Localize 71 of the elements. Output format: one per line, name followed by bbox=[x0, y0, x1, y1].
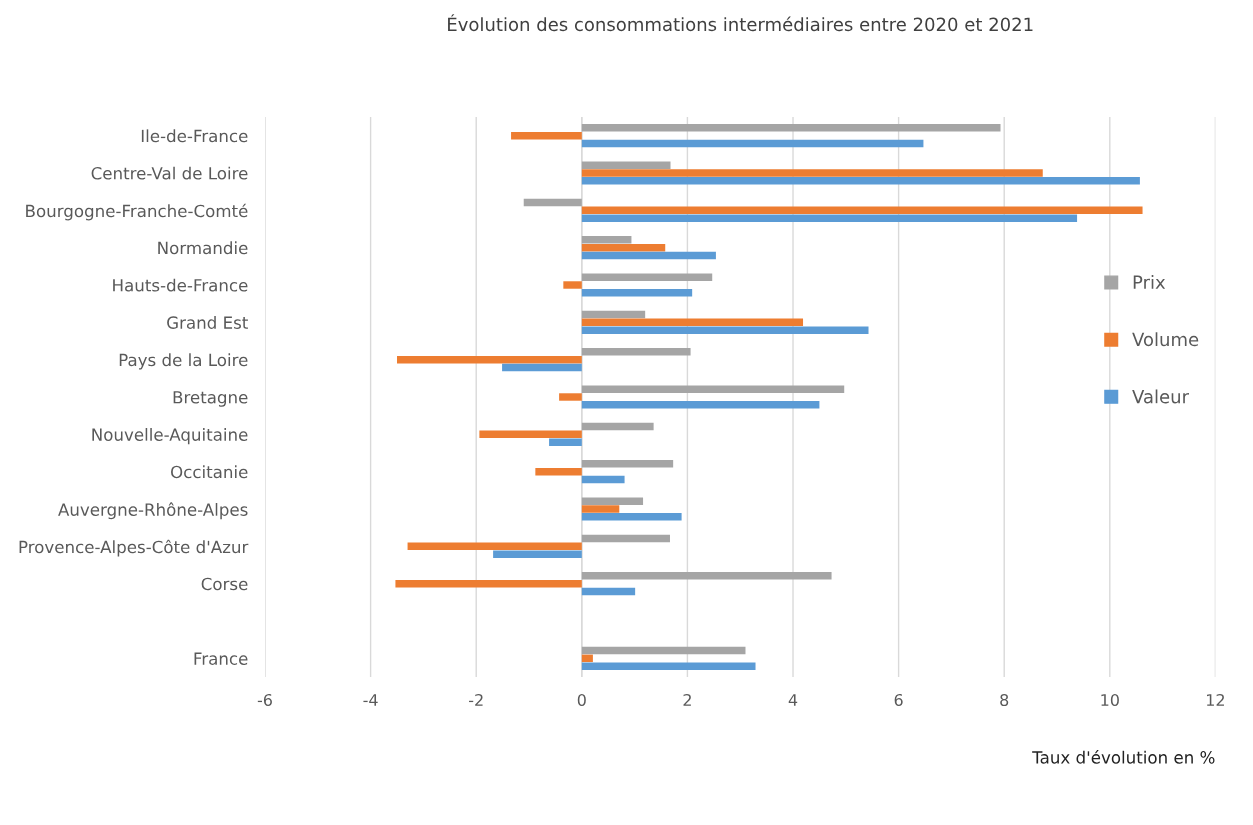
legend-label: Volume bbox=[1132, 332, 1199, 347]
bar bbox=[581, 236, 632, 244]
bar bbox=[581, 475, 625, 484]
y-tick-label: Bourgogne-Franche-Comté bbox=[26, 203, 248, 221]
x-axis-title: Taux d'évolution en % bbox=[1032, 750, 1215, 764]
bar bbox=[581, 318, 804, 327]
bar bbox=[581, 646, 746, 655]
bar bbox=[581, 654, 593, 663]
bar bbox=[581, 124, 1001, 132]
y-tick-label: Pays de la Loire bbox=[119, 353, 248, 370]
bar bbox=[581, 214, 1078, 222]
bar bbox=[407, 542, 582, 551]
legend-label: Prix bbox=[1133, 275, 1166, 289]
bar bbox=[581, 251, 716, 260]
x-tick-label: 12 bbox=[1207, 693, 1224, 706]
bar bbox=[581, 348, 691, 356]
bar bbox=[581, 161, 671, 169]
bar bbox=[581, 513, 682, 521]
y-tick-label: Centre-Val de Loire bbox=[91, 166, 248, 180]
x-tick-label: 8 bbox=[1000, 693, 1009, 707]
x-tick-label: 6 bbox=[894, 693, 903, 707]
y-tick-label: Auvergne-Rhône-Alpes bbox=[58, 502, 248, 520]
bar bbox=[581, 289, 693, 297]
bar bbox=[581, 497, 644, 505]
bar bbox=[535, 467, 582, 476]
bar bbox=[581, 326, 869, 334]
y-tick-label: Grand Est bbox=[167, 316, 248, 329]
bar bbox=[559, 393, 582, 401]
bar bbox=[397, 355, 582, 364]
bar bbox=[581, 401, 820, 409]
x-tick-label: 2 bbox=[683, 693, 691, 706]
bar bbox=[581, 310, 646, 319]
bar bbox=[493, 550, 582, 558]
y-tick-label: Hauts-de-France bbox=[113, 278, 248, 292]
bar bbox=[549, 438, 582, 446]
bar bbox=[581, 385, 845, 393]
bar bbox=[581, 505, 620, 513]
y-tick-label: Nouvelle-Aquitaine bbox=[92, 428, 248, 445]
y-tick-label: Ile-de-France bbox=[141, 129, 248, 143]
bar bbox=[581, 422, 654, 431]
y-tick-label: Normandie bbox=[158, 241, 248, 255]
bar bbox=[395, 579, 582, 588]
y-tick-label: Occitanie bbox=[171, 465, 248, 479]
x-tick-label: -6 bbox=[257, 693, 272, 707]
bar bbox=[563, 281, 582, 289]
bar bbox=[581, 169, 1043, 177]
bar bbox=[581, 662, 756, 670]
y-tick-label: Bretagne bbox=[173, 391, 248, 407]
legend-label: Valeur bbox=[1132, 389, 1190, 404]
y-tick-label: Provence-Alpes-Côte d'Azur bbox=[19, 539, 249, 557]
bar bbox=[581, 206, 1143, 215]
bar bbox=[523, 198, 582, 207]
bar bbox=[581, 177, 1140, 185]
bar bbox=[502, 363, 582, 372]
bar bbox=[479, 430, 582, 439]
x-tick-label: 4 bbox=[788, 694, 798, 706]
bar bbox=[581, 534, 670, 543]
x-tick-label: 10 bbox=[1101, 693, 1119, 707]
x-tick-label: 0 bbox=[577, 693, 586, 707]
x-tick-label: -2 bbox=[469, 693, 483, 706]
bar bbox=[581, 587, 636, 596]
bar bbox=[581, 243, 666, 252]
y-tick-label: France bbox=[194, 652, 248, 665]
x-tick-label: -4 bbox=[363, 694, 378, 706]
chart-title: Évolution des consommations intermédiaires entre 2020 et 2021 bbox=[448, 14, 1033, 32]
y-tick-label: Corse bbox=[201, 577, 248, 591]
bar bbox=[581, 460, 674, 468]
bar bbox=[581, 273, 713, 281]
bar bbox=[511, 131, 582, 140]
bar bbox=[581, 139, 924, 148]
bar bbox=[581, 572, 832, 580]
